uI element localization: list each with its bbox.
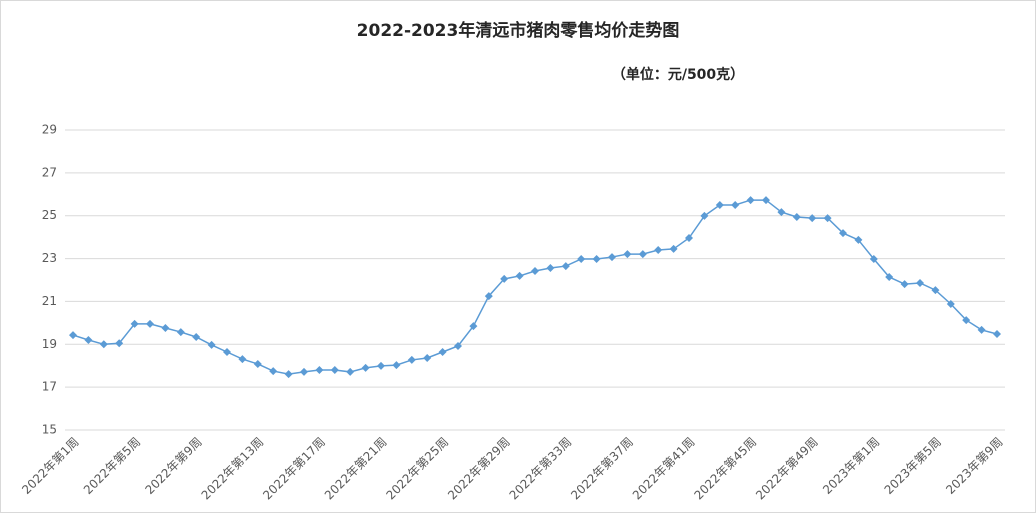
marker: [500, 274, 509, 283]
marker: [207, 340, 216, 349]
marker: [223, 348, 231, 356]
marker: [469, 322, 478, 331]
marker: [130, 319, 139, 328]
marker: [993, 330, 1001, 338]
marker: [577, 255, 586, 263]
marker: [161, 324, 170, 332]
y-tick-label: 25: [42, 208, 57, 222]
y-tick-label: 29: [42, 123, 57, 137]
marker: [854, 235, 863, 244]
marker: [731, 201, 740, 209]
marker: [392, 361, 401, 370]
marker: [454, 342, 462, 350]
marker: [346, 367, 355, 376]
marker: [377, 361, 385, 370]
marker: [654, 246, 663, 254]
y-tick-label: 23: [42, 251, 57, 265]
chart-subtitle: （单位：元/500克）: [612, 66, 744, 83]
marker: [839, 229, 847, 238]
y-tick-label: 21: [42, 294, 57, 308]
marker: [561, 262, 570, 271]
marker: [792, 213, 801, 221]
marker: [238, 355, 247, 364]
y-tick-label: 27: [42, 165, 57, 179]
marker: [484, 292, 493, 301]
marker: [931, 286, 940, 295]
marker: [84, 336, 93, 344]
marker: [192, 333, 201, 341]
marker: [315, 366, 324, 374]
marker: [438, 348, 447, 356]
marker: [115, 339, 124, 348]
marker: [916, 279, 924, 287]
marker: [531, 267, 539, 275]
marker: [977, 325, 986, 334]
marker: [592, 255, 601, 263]
marker: [608, 253, 616, 262]
marker: [746, 196, 755, 205]
marker: [762, 196, 770, 205]
marker: [869, 255, 878, 263]
marker: [407, 355, 416, 364]
marker: [685, 234, 693, 242]
y-tick-label: 19: [42, 337, 57, 351]
y-tick-label: 15: [42, 423, 57, 437]
marker: [300, 367, 308, 376]
marker: [700, 211, 709, 220]
marker: [284, 370, 293, 379]
marker: [253, 360, 262, 368]
marker: [146, 319, 154, 328]
marker: [777, 208, 786, 217]
marker: [99, 340, 108, 349]
marker: [885, 273, 894, 281]
marker: [900, 280, 909, 289]
marker: [361, 363, 370, 372]
marker: [423, 354, 432, 362]
chart-title: 2022-2023年清远市猪肉零售均价走势图: [357, 20, 680, 41]
marker: [946, 300, 955, 308]
marker: [69, 331, 77, 340]
marker: [269, 367, 278, 376]
y-tick-label: 17: [42, 380, 57, 394]
marker: [330, 366, 339, 374]
marker: [669, 244, 678, 253]
marker: [962, 316, 971, 325]
marker: [515, 271, 524, 280]
marker: [638, 250, 647, 259]
marker: [623, 250, 632, 259]
marker: [808, 214, 817, 223]
marker: [546, 264, 555, 272]
marker: [715, 201, 724, 209]
marker: [823, 214, 832, 223]
marker: [176, 328, 185, 337]
